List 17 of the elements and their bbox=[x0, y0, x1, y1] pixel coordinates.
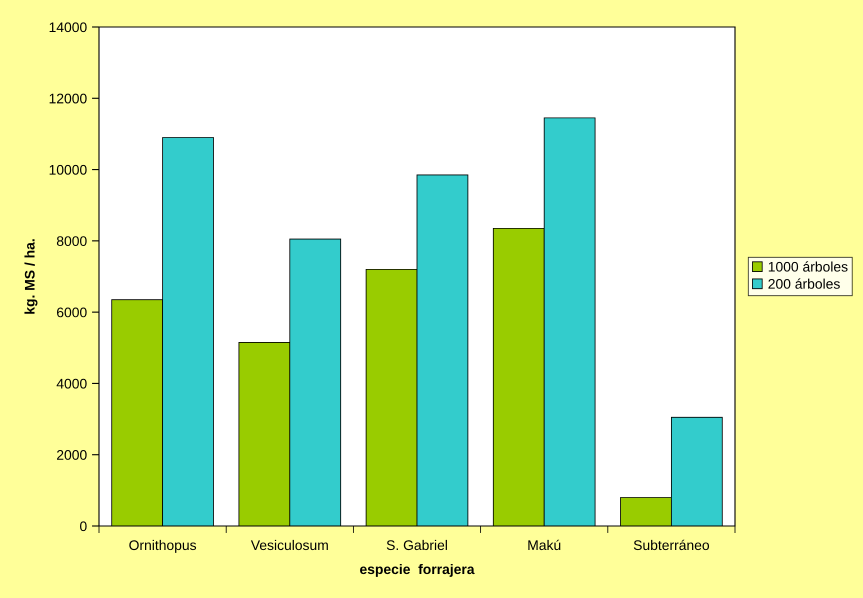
legend-label: 1000 árboles bbox=[768, 261, 848, 272]
x-axis-title: especie forrajera bbox=[360, 564, 475, 577]
y-tick-label: 8000 bbox=[56, 236, 87, 246]
x-tick-label: Subterráneo bbox=[634, 540, 710, 550]
y-axis-title: kg. MS / ha. bbox=[24, 239, 38, 314]
y-tick-label: 10000 bbox=[50, 164, 87, 175]
x-tick-label: Vesiculosum bbox=[250, 540, 328, 550]
y-tick-label: 4000 bbox=[56, 378, 87, 389]
y-tick-label: 14000 bbox=[50, 22, 87, 32]
x-tick-label: Makú bbox=[528, 540, 560, 550]
y-tick-label: 2000 bbox=[57, 450, 87, 460]
y-tick-label: 12000 bbox=[50, 94, 87, 104]
x-tick-label: S. Gabriel bbox=[386, 540, 447, 550]
y-tick-label: 6000 bbox=[57, 307, 87, 318]
x-tick-label: Ornithopus bbox=[129, 540, 196, 553]
legend-label: 200 árboles bbox=[768, 278, 840, 289]
y-tick-label: 0 bbox=[80, 521, 87, 532]
